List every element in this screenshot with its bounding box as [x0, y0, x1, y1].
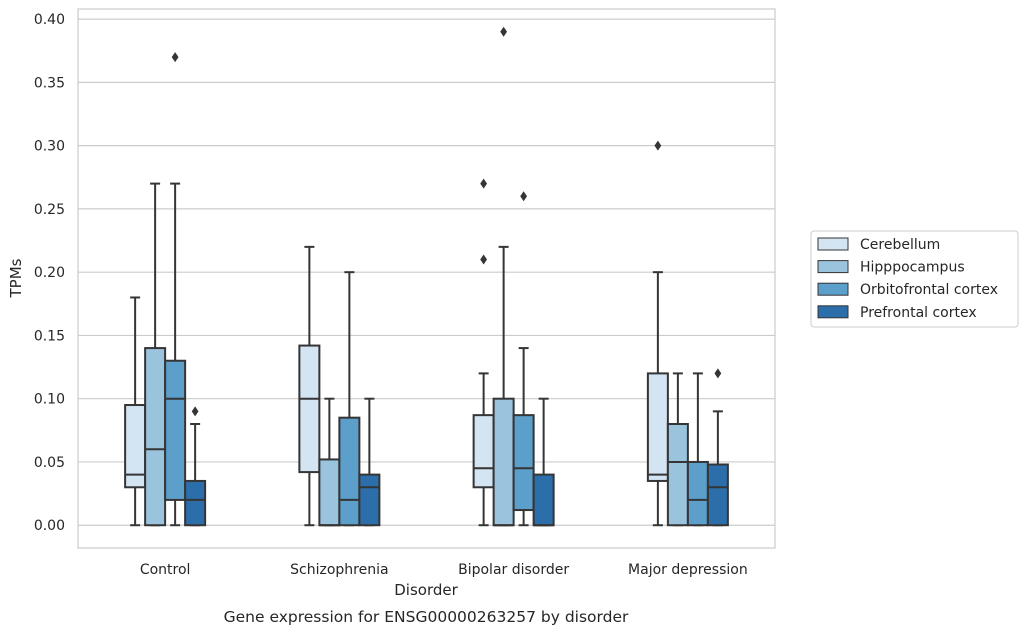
box-group: [492, 26, 515, 527]
box-iqr: [298, 344, 321, 474]
x-tick-labels: Control Schizophrenia Bipolar disorder Majo…: [140, 562, 748, 578]
x-tick-label: Control: [140, 562, 191, 578]
legend-label: Cerebellum: [860, 237, 940, 253]
outlier-point: [654, 140, 662, 151]
box-iqr: [472, 414, 495, 489]
box-iqr: [144, 347, 167, 527]
box-iqr: [686, 460, 709, 527]
box-iqr: [164, 359, 187, 501]
box-group: [706, 368, 729, 527]
legend-swatch: [817, 260, 849, 274]
y-tick-label: 0.20: [34, 265, 65, 281]
box-iqr: [492, 397, 515, 527]
legend-swatch: [817, 237, 849, 251]
legend-frame: [810, 230, 1019, 328]
outlier-point: [480, 254, 488, 265]
legend-label: Orbitofrontal cortex: [860, 282, 998, 298]
legend-swatch: [817, 282, 849, 296]
outlier-point: [191, 406, 199, 417]
box-iqr: [532, 473, 555, 527]
outlier-point: [171, 52, 179, 63]
box-group: [358, 397, 381, 527]
legend-label: Prefrontal cortex: [860, 305, 977, 321]
box-layer: [124, 26, 729, 527]
box-group: [298, 245, 321, 527]
x-tick-label: Major depression: [628, 562, 748, 578]
y-axis-title: TPMs: [7, 258, 25, 298]
box-group: [164, 52, 187, 527]
legend-label: Hipppocampus: [860, 260, 965, 276]
box-group: [184, 406, 207, 527]
y-tick-label: 0.40: [34, 12, 65, 28]
x-axis-title: Disorder: [394, 581, 458, 599]
figure-caption: Gene expression for ENSG00000263257 by d…: [224, 608, 629, 626]
legend: Cerebellum Hipppocampus Orbitofrontal cort…: [810, 230, 1019, 328]
y-tick-label: 0.25: [34, 202, 65, 218]
box-iqr: [184, 479, 207, 527]
y-tick-label: 0.30: [34, 139, 65, 155]
box-iqr: [338, 416, 361, 527]
box-group: [532, 397, 555, 527]
x-tick-label: Schizophrenia: [290, 562, 388, 578]
box-iqr: [512, 414, 535, 512]
box-group: [338, 271, 361, 527]
outlier-point: [714, 368, 722, 379]
plot-frame: [77, 8, 776, 549]
box-group: [686, 372, 709, 527]
box-group: [318, 397, 341, 527]
box-iqr: [646, 372, 669, 482]
box-iqr: [706, 463, 729, 527]
y-tick-label: 0.05: [34, 455, 65, 471]
y-tick-label: 0.10: [34, 392, 65, 408]
box-iqr: [666, 423, 689, 527]
box-group: [512, 191, 535, 527]
legend-swatch: [817, 305, 849, 319]
box-iqr: [318, 458, 341, 527]
y-tick-label: 0.00: [34, 518, 65, 534]
y-tick-labels: 0.00 0.05 0.10 0.15 0.20 0.25 0.30 0.35 0.40: [34, 12, 65, 534]
box-group: [646, 140, 669, 527]
box-iqr: [358, 473, 381, 527]
outlier-point: [500, 26, 508, 37]
y-tick-label: 0.15: [34, 328, 65, 344]
outlier-point: [480, 178, 488, 189]
x-tick-label: Bipolar disorder: [458, 562, 569, 578]
y-tick-label: 0.35: [34, 75, 65, 91]
outlier-point: [520, 191, 528, 202]
